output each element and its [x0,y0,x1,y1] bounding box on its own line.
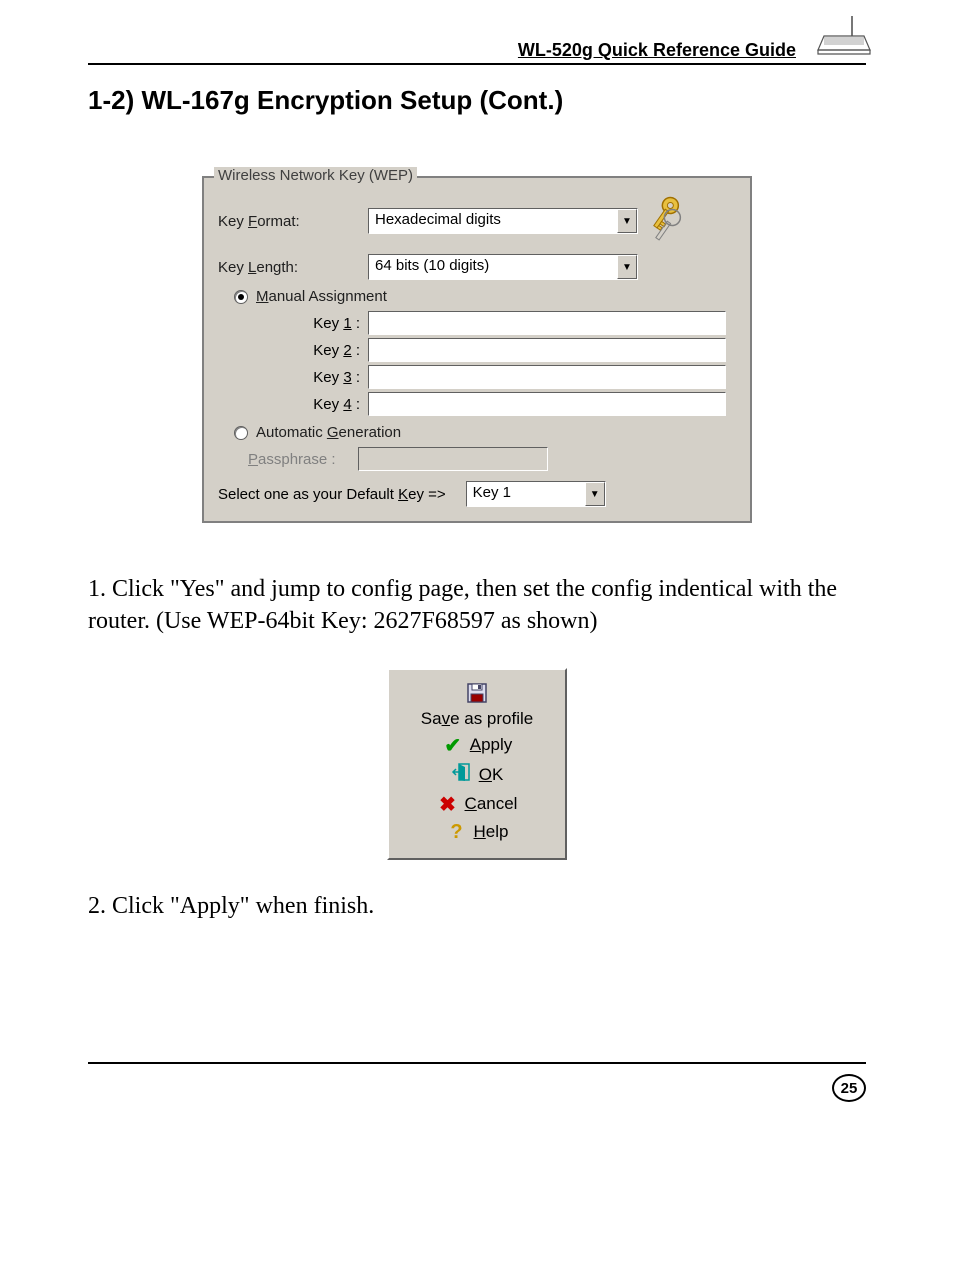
passphrase-input [358,447,548,471]
manual-assignment-radio[interactable]: Manual Assignment [234,288,736,305]
key2-input[interactable] [368,338,726,362]
wep-dialog: Wireless Network Key (WEP) Key Format: H… [202,176,752,523]
key4-input[interactable] [368,392,726,416]
header-title: WL-520g Quick Reference Guide [518,40,796,61]
ok-button[interactable]: OK [399,762,555,788]
help-button[interactable]: ? Help [399,821,555,844]
key-length-dropdown[interactable]: 64 bits (10 digits) ▼ [368,254,638,280]
floppy-icon [465,682,489,709]
default-key-label: Select one as your Default Key => [218,486,446,503]
key-length-label: Key Length: [218,259,368,276]
door-exit-icon [451,762,473,788]
radio-unselected-icon [234,426,248,440]
key1-label: Key 1 : [278,315,368,332]
key1-input[interactable] [368,311,726,335]
check-icon: ✔ [442,733,464,758]
chevron-down-icon[interactable]: ▼ [617,209,637,233]
section-title: 1-2) WL-167g Encryption Setup (Cont.) [88,85,866,116]
save-profile-button[interactable]: Save as profile [399,682,555,729]
page-number: 25 [832,1074,866,1102]
key3-label: Key 3 : [278,369,368,386]
step1-text: 1. Click "Yes" and jump to config page, … [88,573,866,638]
default-key-dropdown[interactable]: Key 1 ▼ [466,481,606,507]
key3-input[interactable] [368,365,726,389]
key4-label: Key 4 : [278,396,368,413]
radio-selected-icon [234,290,248,304]
key-format-dropdown[interactable]: Hexadecimal digits ▼ [368,208,638,234]
passphrase-label: Passphrase : [248,451,358,468]
key2-label: Key 2 : [278,342,368,359]
cancel-button[interactable]: ✖ Cancel [399,792,555,817]
key-format-label: Key Format: [218,213,368,230]
header-bar: WL-520g Quick Reference Guide [88,40,866,65]
auto-generation-radio[interactable]: Automatic Generation [234,424,736,441]
step2-text: 2. Click "Apply" when finish. [88,890,866,922]
x-icon: ✖ [437,792,459,817]
apply-button[interactable]: ✔ Apply [399,733,555,758]
question-icon: ? [446,821,468,844]
router-icon [806,10,876,63]
chevron-down-icon[interactable]: ▼ [585,482,605,506]
fieldset-legend: Wireless Network Key (WEP) [214,167,417,184]
chevron-down-icon[interactable]: ▼ [617,255,637,279]
action-dialog: Save as profile ✔ Apply OK ✖ Cancel ? He… [387,668,567,860]
footer: 25 [88,1062,866,1102]
key-icon [648,194,686,248]
